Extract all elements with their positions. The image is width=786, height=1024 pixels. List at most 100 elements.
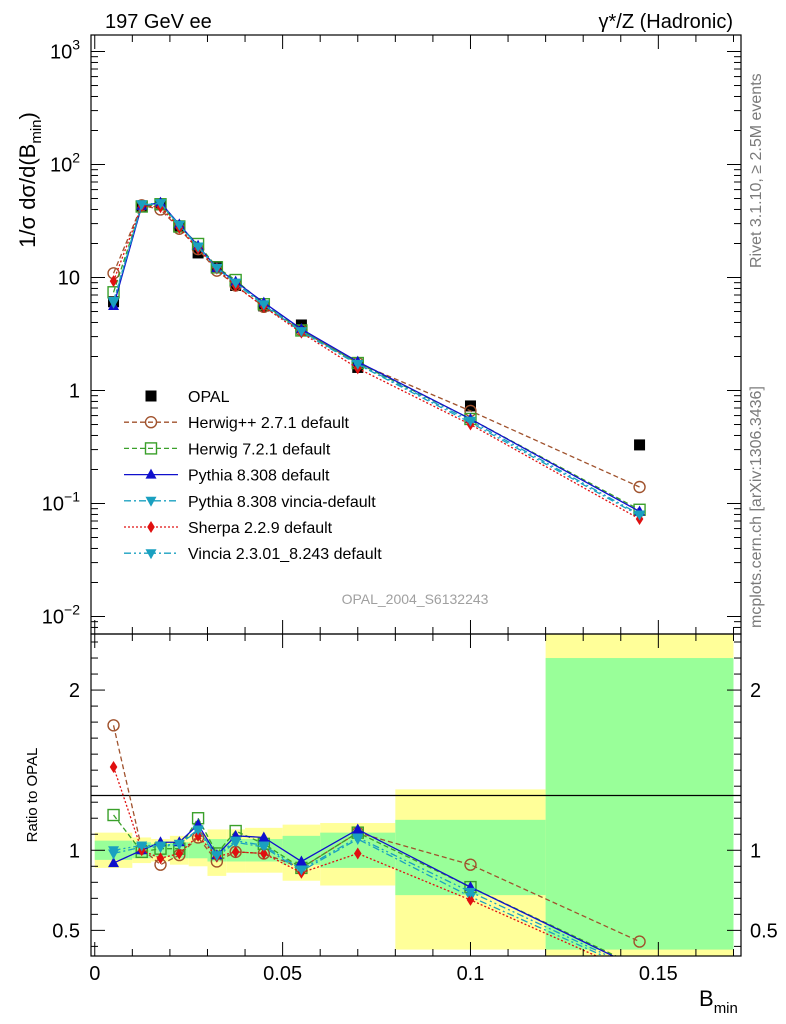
- main-y-label-sub: min: [28, 119, 45, 143]
- ratio-point-vincia-4: [192, 825, 204, 836]
- ratio-point-sherpa-0: [109, 760, 118, 773]
- legend-label-vincia: Vincia 2.3.01_8.243 default: [188, 546, 382, 563]
- main-point-vincia-10: [464, 416, 476, 427]
- legend-marker-herwigpp: [144, 416, 158, 429]
- ratio-y-tick-label: 1: [69, 840, 80, 862]
- y-tick-base: 1: [69, 381, 80, 403]
- ratio-point-sherpa-4: [194, 829, 202, 842]
- main-y-tick-label: 10−2: [42, 601, 80, 628]
- legend-label-pythia_vincia: Pythia 8.308 vincia-default: [188, 494, 376, 511]
- ratio-line-pythia_vincia: [113, 830, 606, 956]
- ratio-series-layer: [107, 719, 646, 956]
- main-y-label-text: 1/σ dσ/d(B: [15, 144, 40, 248]
- ratio-y-tick-label-right: 0.5: [750, 920, 778, 942]
- ratio-point-herwigpp-0: [107, 719, 120, 732]
- axis-ticks: [91, 35, 741, 956]
- rivet-version-label: Rivet 3.1.10, ≥ 2.5M events: [748, 73, 765, 268]
- x-axis-label: Bmin: [699, 986, 738, 1017]
- ratio-y-tick-label: 0.5: [52, 920, 80, 942]
- y-tick-base: 10: [58, 268, 80, 290]
- legend-label-herwig7: Herwig 7.2.1 default: [188, 441, 331, 458]
- ratio-y-tick-label-right: 1: [750, 840, 761, 862]
- main-point-vincia-5: [211, 263, 223, 274]
- ratio-point-herwigpp-11: [633, 935, 646, 948]
- ratio-point-sherpa-7: [260, 847, 268, 860]
- ratio-point-pythia-7: [258, 831, 270, 842]
- main-point-vincia-8: [295, 327, 307, 338]
- ratio-y-axis-label: Ratio to OPAL: [24, 748, 41, 843]
- mcplots-source-label: mcplots.cern.ch [arXiv:1306.3436]: [748, 386, 765, 628]
- main-point-data-11: [634, 439, 646, 451]
- header-right: γ*/Z (Hadronic): [599, 11, 733, 33]
- legend-marker-pythia_vincia: [145, 496, 157, 507]
- ratio-line-sherpa: [112, 766, 598, 956]
- ratio-point-vincia-1: [136, 841, 148, 852]
- main-point-vincia-6: [230, 278, 242, 289]
- main-point-vincia-2: [155, 199, 167, 210]
- x-label-text: B: [699, 986, 714, 1011]
- ratio-point-herwigpp-10: [464, 858, 477, 871]
- ratio-point-pythia-0: [108, 857, 120, 868]
- ratio-point-vincia-3: [173, 839, 185, 850]
- ratio-point-vincia-7: [258, 841, 270, 852]
- analysis-label: OPAL_2004_S6132243: [342, 591, 489, 607]
- main-y-tick-label: 10−1: [42, 488, 80, 515]
- main-point-vincia-9: [352, 359, 364, 370]
- ratio-point-sherpa-6: [231, 845, 240, 858]
- ratio-point-vincia-5: [211, 851, 223, 862]
- main-line-sherpa: [112, 205, 640, 520]
- main-y-label-tail: ): [15, 112, 40, 119]
- ratio-point-sherpa-10: [466, 893, 475, 906]
- ratio-line-herwig7: [113, 814, 618, 956]
- ratio-point-vincia-6: [230, 836, 242, 847]
- main-plot-frame: [90, 34, 742, 635]
- main-point-herwigpp-11: [633, 480, 646, 494]
- ratio-point-vincia-8: [295, 865, 307, 876]
- legend: OPAL Herwig++ 2.7.1 default Herwig 7.2.1 d…: [124, 389, 382, 563]
- legend-marker-herwig7: [144, 442, 158, 455]
- legend-marker-data: [145, 390, 157, 402]
- legend-label-herwigpp: Herwig++ 2.7.1 default: [188, 415, 350, 432]
- legend-label-data: OPAL: [188, 389, 230, 406]
- y-tick-exponent: 3: [72, 37, 80, 53]
- main-point-vincia-3: [173, 220, 185, 231]
- y-tick-exponent: −2: [64, 601, 80, 617]
- main-point-vincia-11: [634, 510, 646, 521]
- x-tick-label: 0.1: [457, 963, 485, 985]
- ratio-point-pythia-9: [352, 823, 364, 834]
- legend-label-sherpa: Sherpa 2.2.9 default: [188, 520, 333, 537]
- main-point-sherpa-0: [109, 275, 118, 288]
- header-left: 197 GeV ee: [105, 11, 212, 33]
- ratio-y-tick-label-right: 2: [750, 680, 761, 702]
- main-point-vincia-4: [192, 242, 204, 253]
- ratio-point-pythia-8: [295, 855, 307, 866]
- y-tick-base: 10: [50, 42, 72, 64]
- y-tick-exponent: −1: [64, 488, 80, 504]
- x-tick-label: 0: [89, 963, 100, 985]
- ratio-point-vincia-10: [464, 887, 476, 898]
- ratio-point-vincia-2: [155, 841, 167, 852]
- legend-marker-pythia: [145, 468, 157, 479]
- ratio-y-tick-label: 2: [69, 680, 80, 702]
- main-y-tick-label: 103: [50, 37, 80, 64]
- ratio-point-herwig7-0: [107, 808, 120, 822]
- main-point-vincia-0: [108, 296, 120, 307]
- ratio-point-vincia-9: [352, 833, 364, 844]
- ratio-band-green-4: [188, 842, 208, 859]
- ratio-uncertainty-bands: [94, 634, 734, 956]
- x-tick-label: 0.05: [263, 963, 302, 985]
- main-series-layer: [107, 196, 646, 525]
- x-label-sub: min: [714, 1000, 738, 1017]
- legend-marker-vincia: [145, 549, 157, 560]
- ratio-point-sherpa-9: [353, 847, 362, 860]
- ratio-line-herwigpp: [112, 725, 640, 943]
- y-tick-exponent: 2: [72, 150, 80, 166]
- main-y-tick-label: 102: [50, 150, 80, 177]
- y-tick-base: 10: [42, 606, 64, 628]
- main-line-herwigpp: [112, 204, 640, 488]
- ratio-point-vincia-0: [108, 846, 120, 857]
- y-tick-base: 10: [50, 155, 72, 177]
- y-tick-base: 10: [42, 493, 64, 515]
